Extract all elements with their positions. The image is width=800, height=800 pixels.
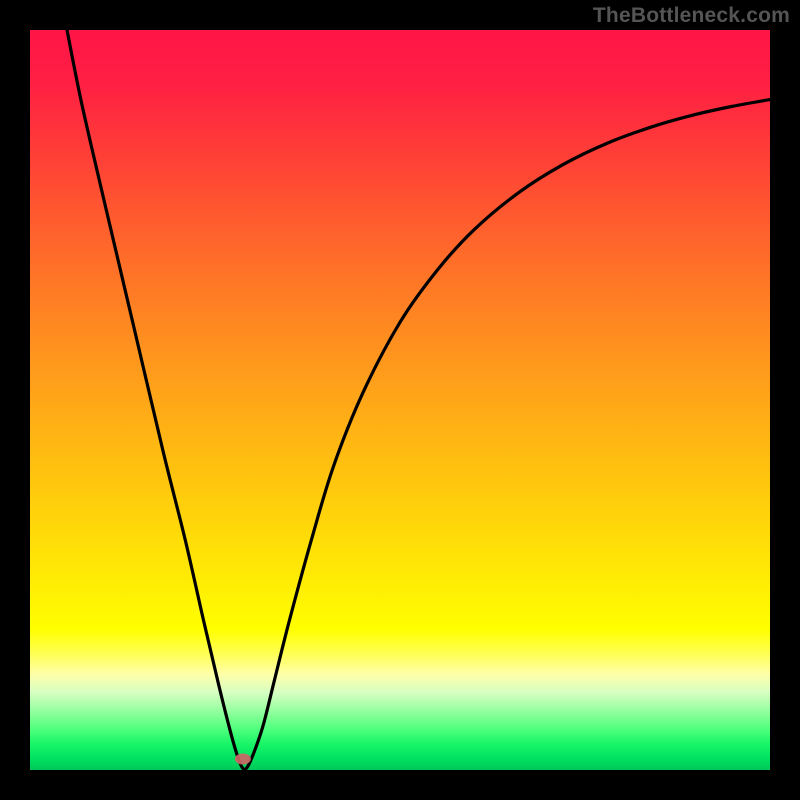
curve-svg — [30, 30, 770, 770]
chart-container: TheBottleneck.com — [0, 0, 800, 800]
plot-area — [30, 30, 770, 770]
watermark-text: TheBottleneck.com — [593, 4, 790, 28]
curve-line — [67, 30, 770, 769]
